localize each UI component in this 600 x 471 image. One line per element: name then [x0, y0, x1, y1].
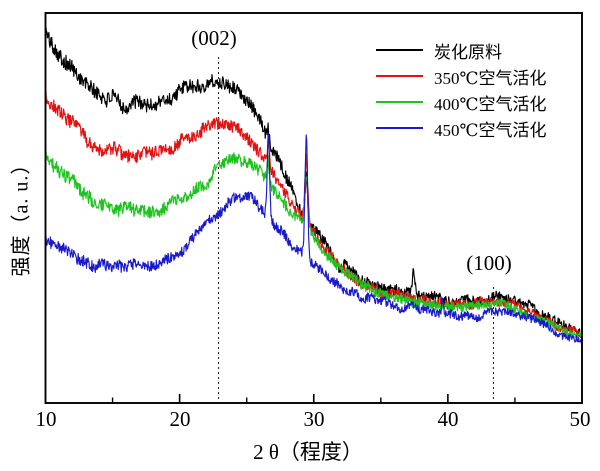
xrd-curve-3 — [45, 133, 582, 345]
legend-line-green — [376, 101, 423, 103]
legend-line-red — [376, 75, 423, 77]
legend-entry-raw: 炭化原料 — [376, 37, 547, 63]
legend-line-blue — [376, 127, 423, 129]
plot-frame — [44, 12, 583, 404]
legend-label: 炭化原料 — [434, 42, 502, 62]
legend-line-black — [376, 49, 423, 51]
annotation-002-peak: (002) — [191, 26, 237, 50]
legend-entry-350c: 350℃空气活化 — [376, 63, 547, 89]
annotation-100-peak: (100) — [466, 251, 512, 275]
legend-label: 350℃空气活化 — [434, 68, 547, 88]
x-axis-title: 2 θ（程度） — [253, 440, 363, 464]
x-tick-label-10: 10 — [35, 407, 57, 431]
x-tick-label-40: 40 — [437, 407, 459, 431]
x-tick-label-30: 30 — [303, 407, 325, 431]
legend-entry-450c: 450℃空气活化 — [376, 115, 547, 141]
legend: 炭化原料 350℃空气活化 400℃空气活化 450℃空气活化 — [376, 37, 547, 141]
legend-label: 400℃空气活化 — [434, 94, 547, 114]
x-tick-label-20: 20 — [169, 407, 191, 431]
xrd-curve-2 — [45, 148, 582, 339]
x-tick-label-50: 50 — [569, 407, 591, 431]
legend-entry-400c: 400℃空气活化 — [376, 89, 547, 115]
y-axis-title: 强度（a. u.） — [10, 153, 33, 277]
legend-label: 450℃空气活化 — [434, 120, 547, 140]
